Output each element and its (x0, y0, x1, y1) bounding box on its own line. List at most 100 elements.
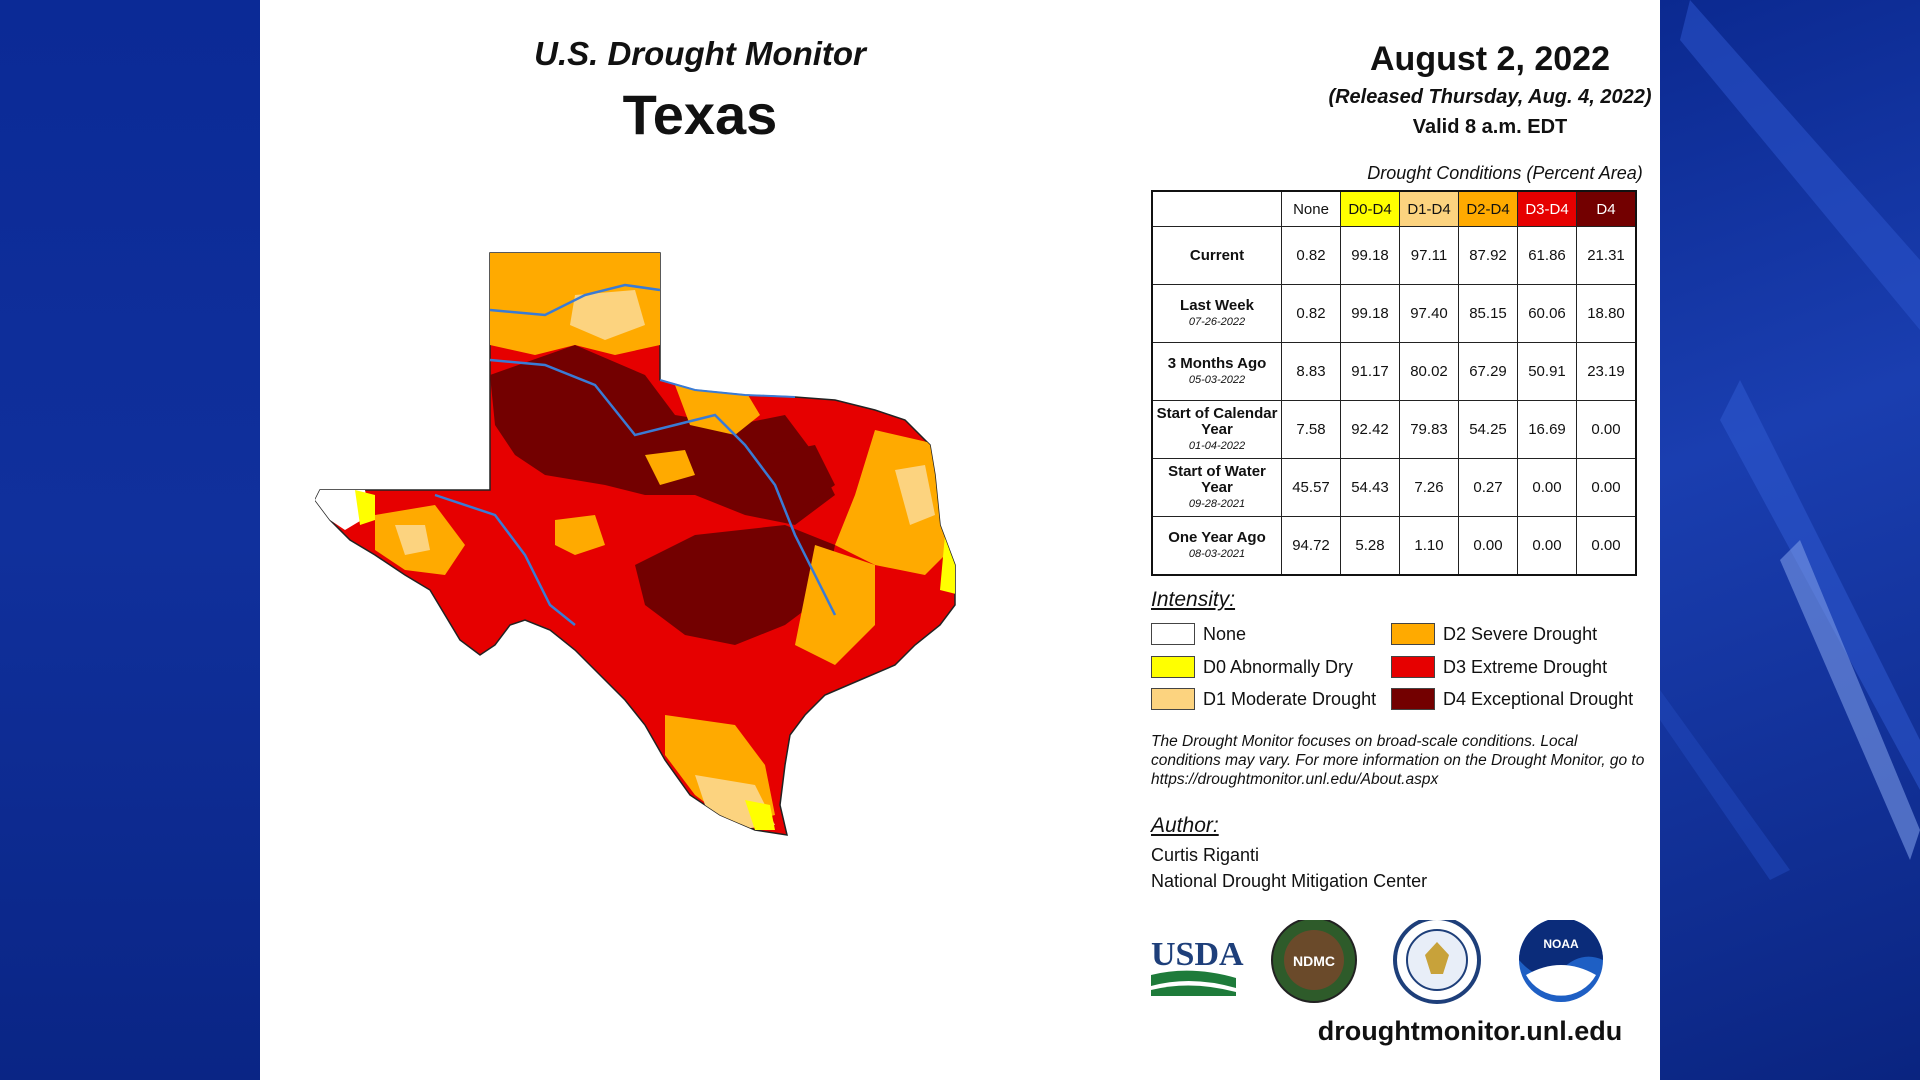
intensity-legend: None D0 Abnormally Dry D1 Moderate Droug… (1151, 622, 1671, 722)
texas-drought-map (315, 252, 956, 836)
table-cell: 91.17 (1340, 342, 1400, 401)
table-cell: 54.43 (1340, 458, 1400, 517)
row-label-text: Current (1189, 246, 1245, 264)
valid-time: Valid 8 a.m. EDT (1412, 116, 1568, 138)
table-cell: 0.00 (1576, 516, 1637, 576)
table-cell: 97.40 (1399, 284, 1459, 343)
table-cell: 0.00 (1458, 516, 1518, 576)
legend-item-d0: D0 Abnormally Dry (1151, 655, 1353, 679)
row-label: 3 Months Ago 05-03-2022 (1151, 342, 1282, 401)
row-label-text: 3 Months Ago (1167, 354, 1267, 372)
table-cell: 0.00 (1517, 458, 1577, 517)
col-header-d0-d4: D0-D4 (1340, 190, 1400, 227)
col-header-d1-d4: D1-D4 (1399, 190, 1459, 227)
table-cell: 79.83 (1399, 400, 1459, 459)
background-left (0, 0, 260, 1080)
legend-label: None (1203, 623, 1247, 644)
legend-swatch (1391, 623, 1435, 645)
map-date: August 2, 2022 (1370, 40, 1610, 78)
legend-item-none: None (1151, 622, 1246, 646)
table-row: Current 0.82 99.18 97.11 87.92 61.86 21.… (1151, 226, 1637, 285)
table-cell: 16.69 (1517, 400, 1577, 459)
col-header-d2-d4: D2-D4 (1458, 190, 1518, 227)
table-cell: 85.15 (1458, 284, 1518, 343)
row-date: 01-04-2022 (1188, 439, 1246, 452)
table-cell: 7.58 (1281, 400, 1341, 459)
col-header-none: None (1281, 190, 1341, 227)
table-cell: 61.86 (1517, 226, 1577, 285)
row-date: 08-03-2021 (1188, 547, 1246, 560)
table-cell: 45.57 (1281, 458, 1341, 517)
footer-url[interactable]: droughtmonitor.unl.edu (1317, 1016, 1623, 1046)
noaa-text: NOAA (1543, 937, 1579, 951)
row-label-text: Start of Water Year (1168, 462, 1266, 496)
table-cell: 60.06 (1517, 284, 1577, 343)
legend-swatch (1151, 623, 1195, 645)
table-cell: 50.91 (1517, 342, 1577, 401)
table-cell: 1.10 (1399, 516, 1459, 576)
legend-item-d2: D2 Severe Drought (1391, 622, 1597, 646)
table-cell: 94.72 (1281, 516, 1341, 576)
table-cell: 80.02 (1399, 342, 1459, 401)
table-row: One Year Ago 08-03-2021 94.72 5.28 1.10 0… (1151, 516, 1637, 576)
table-cell: 21.31 (1576, 226, 1637, 285)
table-row: Start of Water Year 09-28-2021 45.57 54.4… (1151, 458, 1637, 517)
legend-label: D4 Exceptional Drought (1443, 688, 1634, 709)
noaa-logo: NOAA (1519, 918, 1603, 1002)
legend-swatch (1151, 688, 1195, 710)
table-cell: 92.42 (1340, 400, 1400, 459)
legend-item-d1: D1 Moderate Drought (1151, 687, 1376, 711)
legend-label: D3 Extreme Drought (1443, 656, 1608, 677)
table-cell: 99.18 (1340, 284, 1400, 343)
table-cell: 7.26 (1399, 458, 1459, 517)
drought-monitor-panel: U.S. Drought Monitor Texas (260, 0, 1660, 1080)
table-cell: 0.00 (1576, 458, 1637, 517)
row-date: 07-26-2022 (1188, 315, 1246, 328)
col-header-d4: D4 (1576, 190, 1637, 227)
col-header-d3-d4: D3-D4 (1517, 190, 1577, 227)
table-corner (1152, 191, 1282, 227)
usda-text: USDA (1151, 936, 1244, 973)
row-label-text: One Year Ago (1168, 528, 1266, 546)
legend-label: D0 Abnormally Dry (1203, 656, 1354, 677)
table-cell: 99.18 (1340, 226, 1400, 285)
table-cell: 23.19 (1576, 342, 1637, 401)
region-title: Texas (622, 83, 778, 146)
drought-conditions-table: None D0-D4 D1-D4 D2-D4 D3-D4 D4 Current … (1151, 190, 1637, 576)
ndmc-logo: NDMC (1271, 917, 1357, 1003)
table-caption: Drought Conditions (Percent Area) (1367, 163, 1643, 183)
row-date: 05-03-2022 (1188, 373, 1246, 386)
author-org: National Drought Mitigation Center (1151, 871, 1428, 891)
legend-item-d4: D4 Exceptional Drought (1391, 687, 1633, 711)
table-cell: 0.00 (1576, 400, 1637, 459)
table-row: Start of Calendar Year 01-04-2022 7.58 92… (1151, 400, 1637, 459)
table-cell: 5.28 (1340, 516, 1400, 576)
commerce-seal (1393, 916, 1481, 1004)
release-date: (Released Thursday, Aug. 4, 2022) (1328, 86, 1652, 108)
legend-swatch (1391, 656, 1435, 678)
row-label-text: Start of Calendar Year (1156, 404, 1278, 438)
row-label: Current (1151, 226, 1282, 285)
table-cell: 8.83 (1281, 342, 1341, 401)
ndmc-text: NDMC (1293, 953, 1335, 969)
legend-title: Intensity: (1151, 588, 1236, 611)
author-title: Author: (1151, 814, 1219, 837)
author-name: Curtis Riganti (1151, 845, 1260, 865)
legend-item-d3: D3 Extreme Drought (1391, 655, 1607, 679)
table-cell: 18.80 (1576, 284, 1637, 343)
row-label: Start of Calendar Year 01-04-2022 (1151, 400, 1282, 459)
row-label-text: Last Week (1180, 296, 1254, 314)
table-cell: 67.29 (1458, 342, 1518, 401)
monitor-title: U.S. Drought Monitor (534, 35, 866, 72)
row-label: One Year Ago 08-03-2021 (1151, 516, 1282, 576)
table-cell: 0.00 (1517, 516, 1577, 576)
background-right (1660, 0, 1920, 1080)
row-label: Start of Water Year 09-28-2021 (1151, 458, 1282, 517)
table-row: Last Week 07-26-2022 0.82 99.18 97.40 85.… (1151, 284, 1637, 343)
row-label: Last Week 07-26-2022 (1151, 284, 1282, 343)
legend-label: D2 Severe Drought (1443, 623, 1598, 644)
legend-label: D1 Moderate Drought (1203, 688, 1377, 709)
partner-logos: USDA NDMC NOAA (1151, 916, 1611, 1020)
legend-swatch (1151, 656, 1195, 678)
table-cell: 0.82 (1281, 226, 1341, 285)
